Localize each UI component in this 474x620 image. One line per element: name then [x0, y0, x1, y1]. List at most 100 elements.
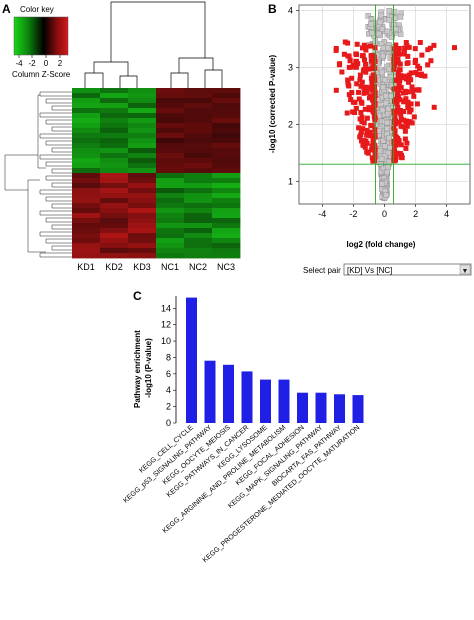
- panel-b-label: B: [268, 2, 277, 16]
- heatmap-cell: [184, 133, 213, 139]
- heatmap-cell: [100, 113, 129, 119]
- volcano-point-significant: [371, 94, 377, 99]
- heatmap-cell: [128, 198, 157, 204]
- heatmap-cell: [128, 218, 157, 224]
- volcano-point-significant: [398, 123, 404, 129]
- volcano-point-significant: [409, 120, 415, 126]
- heatmap-cell: [128, 128, 157, 134]
- row-dendrogram-upper: [37, 91, 72, 174]
- volcano-point-significant: [398, 108, 403, 113]
- heatmap-cell: [128, 118, 157, 124]
- select-pair-dropdown[interactable]: [343, 263, 472, 276]
- heatmap-cell: [184, 103, 213, 109]
- heatmap-cell: [212, 223, 241, 229]
- volcano-point-significant: [403, 119, 409, 124]
- heatmap-cell: [72, 238, 101, 244]
- volcano-point-significant: [349, 90, 355, 95]
- heatmap-cell: [184, 93, 213, 99]
- volcano-point-significant: [393, 151, 399, 157]
- volcano-point-significant: [358, 129, 364, 135]
- volcano-point-outlier: [336, 62, 342, 68]
- heatmap-cell: [156, 138, 185, 144]
- heatmap-cell: [212, 158, 241, 164]
- volcano-point-not-significant: [380, 53, 386, 59]
- heatmap-cell: [184, 178, 213, 184]
- heatmap-cell: [128, 108, 157, 114]
- volcano-point-significant: [354, 41, 360, 47]
- color-key-tick-label: -2: [28, 59, 36, 68]
- heatmap-cell: [156, 243, 185, 249]
- volcano-point-not-significant: [385, 45, 391, 51]
- volcano-point-outlier: [452, 45, 457, 51]
- heatmap-cell: [156, 193, 185, 199]
- heatmap-cell: [156, 173, 185, 179]
- volcano-point-not-significant: [384, 28, 391, 35]
- volcano-y-tick-label: 3: [288, 63, 293, 73]
- heatmap-cell: [128, 233, 157, 239]
- heatmap-cell: [156, 228, 185, 234]
- heatmap-cell: [128, 168, 157, 174]
- heatmap-cell: [184, 168, 213, 174]
- volcano-point-significant: [397, 97, 403, 103]
- volcano-point-outlier: [386, 7, 392, 14]
- heatmap-cell: [184, 193, 213, 199]
- volcano-xlabel: log2 (fold change): [347, 240, 416, 249]
- volcano-x-tick-label: 0: [382, 209, 387, 219]
- volcano-point-significant: [372, 142, 377, 148]
- heatmap-cell: [184, 233, 213, 239]
- heatmap-column-label: NC1: [161, 262, 179, 272]
- volcano-point-outlier: [431, 104, 437, 110]
- volcano-point-not-significant: [380, 45, 387, 51]
- heatmap-cell: [184, 153, 213, 159]
- volcano-point-significant: [362, 89, 368, 95]
- heatmap-cell: [72, 163, 101, 169]
- volcano-point-significant: [402, 128, 408, 134]
- volcano-point-not-significant: [382, 143, 388, 149]
- heatmap-cell: [156, 133, 185, 139]
- heatmap-cell: [184, 143, 213, 149]
- volcano-point-significant: [360, 53, 366, 59]
- heatmap-cell: [72, 128, 101, 134]
- volcano-point-significant: [425, 47, 431, 53]
- heatmap-cell: [156, 118, 185, 124]
- heatmap-cell: [156, 143, 185, 149]
- bar: [260, 379, 271, 423]
- heatmap-cell: [156, 158, 185, 164]
- volcano-point-not-significant: [378, 155, 385, 162]
- heatmap-cell: [212, 248, 241, 254]
- volcano-point-not-significant: [392, 15, 398, 22]
- heatmap-cell: [212, 213, 241, 219]
- volcano-point-not-significant: [379, 181, 385, 187]
- volcano-point-significant: [431, 42, 437, 48]
- heatmap-cell: [212, 173, 241, 179]
- heatmap-cell: [212, 138, 241, 144]
- heatmap-cell: [184, 163, 213, 169]
- heatmap-cell: [128, 188, 157, 194]
- heatmap-cell: [100, 123, 129, 129]
- heatmap-cell: [184, 183, 213, 189]
- volcano-ylabel: -log10 (corrected P-value): [268, 55, 277, 154]
- heatmap-cell: [128, 143, 157, 149]
- volcano-point-significant: [368, 147, 374, 153]
- volcano-point-significant: [404, 140, 410, 146]
- heatmap-cell: [100, 118, 129, 124]
- bar-y-tick-label: 12: [161, 320, 171, 330]
- volcano-point-significant: [372, 84, 377, 90]
- select-pair-label: Select pair: [303, 266, 341, 275]
- heatmap-cell: [100, 238, 129, 244]
- volcano-point-not-significant: [379, 69, 385, 76]
- volcano-y-tick-label: 2: [288, 119, 293, 129]
- heatmap-cell: [72, 88, 101, 94]
- row-dendrogram: [4, 91, 72, 258]
- heatmap-cell: [156, 108, 185, 114]
- heatmap-cell: [156, 128, 185, 134]
- bar-y-tick-label: 10: [161, 336, 171, 346]
- volcano-point-significant: [414, 101, 420, 107]
- select-pair-arrow-button[interactable]: [459, 264, 471, 275]
- volcano-point-not-significant: [369, 30, 375, 36]
- volcano-point-not-significant: [378, 12, 384, 19]
- volcano-x-tick-label: -2: [349, 209, 357, 219]
- volcano-point-significant: [410, 89, 416, 94]
- volcano-point-significant: [405, 105, 411, 110]
- heatmap-cell: [128, 113, 157, 119]
